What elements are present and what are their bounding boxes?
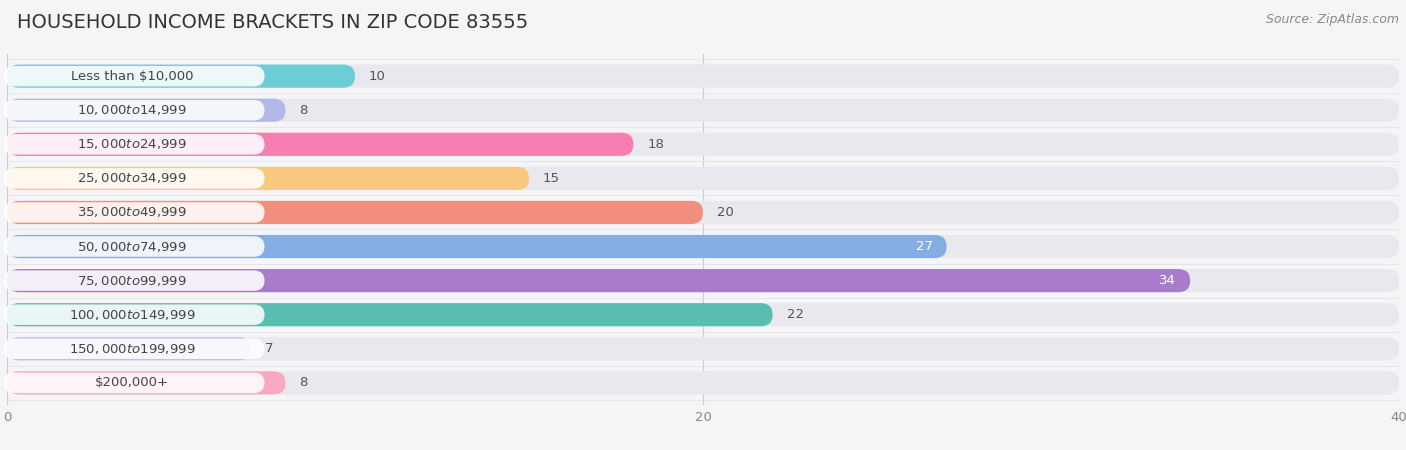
FancyBboxPatch shape (4, 100, 264, 121)
FancyBboxPatch shape (4, 270, 264, 291)
Text: $25,000 to $34,999: $25,000 to $34,999 (77, 171, 187, 185)
FancyBboxPatch shape (7, 201, 703, 224)
FancyBboxPatch shape (4, 338, 264, 359)
FancyBboxPatch shape (7, 303, 1399, 326)
Text: Less than $10,000: Less than $10,000 (72, 70, 194, 83)
FancyBboxPatch shape (7, 235, 1399, 258)
FancyBboxPatch shape (4, 134, 264, 154)
Text: $15,000 to $24,999: $15,000 to $24,999 (77, 137, 187, 151)
FancyBboxPatch shape (7, 371, 285, 395)
FancyBboxPatch shape (7, 167, 529, 190)
Text: $100,000 to $149,999: $100,000 to $149,999 (69, 308, 195, 322)
Text: $35,000 to $49,999: $35,000 to $49,999 (77, 206, 187, 220)
Text: $50,000 to $74,999: $50,000 to $74,999 (77, 239, 187, 253)
FancyBboxPatch shape (4, 305, 264, 325)
FancyBboxPatch shape (7, 133, 633, 156)
Text: 18: 18 (647, 138, 664, 151)
FancyBboxPatch shape (7, 167, 1399, 190)
FancyBboxPatch shape (4, 373, 264, 393)
Text: 8: 8 (299, 104, 308, 117)
Text: 15: 15 (543, 172, 560, 185)
FancyBboxPatch shape (7, 371, 1399, 395)
Text: 27: 27 (915, 240, 932, 253)
Text: 8: 8 (299, 376, 308, 389)
FancyBboxPatch shape (7, 269, 1191, 292)
Text: $200,000+: $200,000+ (96, 376, 169, 389)
Text: 34: 34 (1160, 274, 1177, 287)
FancyBboxPatch shape (4, 66, 264, 86)
Text: $75,000 to $99,999: $75,000 to $99,999 (77, 274, 187, 288)
Text: 10: 10 (368, 70, 385, 83)
Text: HOUSEHOLD INCOME BRACKETS IN ZIP CODE 83555: HOUSEHOLD INCOME BRACKETS IN ZIP CODE 83… (17, 14, 529, 32)
Text: Source: ZipAtlas.com: Source: ZipAtlas.com (1265, 14, 1399, 27)
FancyBboxPatch shape (7, 99, 1399, 122)
Text: 22: 22 (786, 308, 803, 321)
FancyBboxPatch shape (4, 202, 264, 223)
Text: $150,000 to $199,999: $150,000 to $199,999 (69, 342, 195, 356)
Text: $10,000 to $14,999: $10,000 to $14,999 (77, 103, 187, 117)
FancyBboxPatch shape (7, 269, 1399, 292)
FancyBboxPatch shape (7, 303, 773, 326)
FancyBboxPatch shape (4, 236, 264, 257)
Text: 7: 7 (264, 342, 273, 355)
FancyBboxPatch shape (7, 64, 1399, 88)
FancyBboxPatch shape (7, 201, 1399, 224)
FancyBboxPatch shape (7, 337, 250, 360)
FancyBboxPatch shape (7, 99, 285, 122)
Text: 20: 20 (717, 206, 734, 219)
FancyBboxPatch shape (7, 337, 1399, 360)
FancyBboxPatch shape (7, 133, 1399, 156)
FancyBboxPatch shape (7, 235, 946, 258)
FancyBboxPatch shape (4, 168, 264, 189)
FancyBboxPatch shape (7, 64, 354, 88)
